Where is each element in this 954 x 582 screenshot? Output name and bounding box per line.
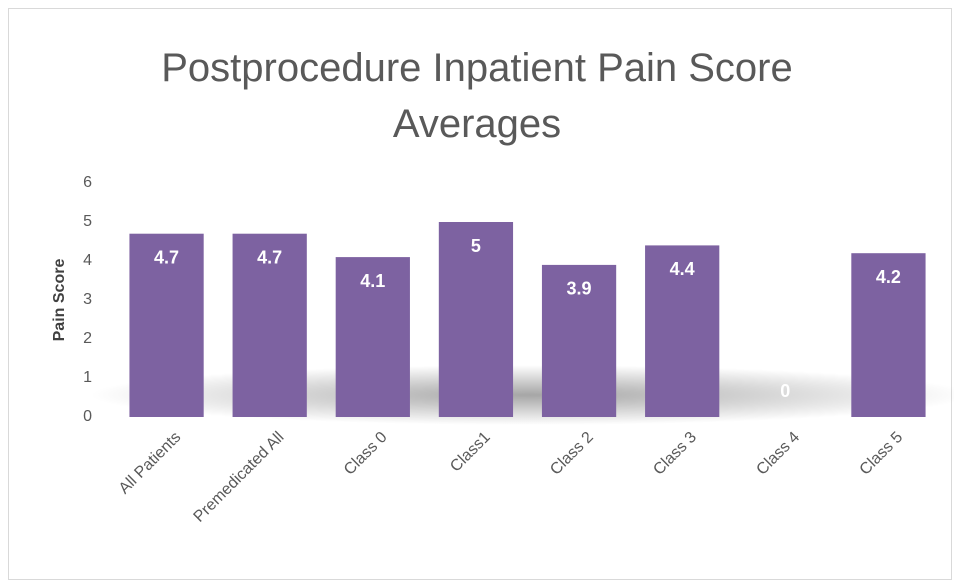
data-label: 5 bbox=[471, 236, 481, 256]
x-tick-label: Class 0 bbox=[341, 429, 391, 479]
data-label: 3.9 bbox=[567, 279, 592, 299]
y-tick-label: 4 bbox=[83, 252, 92, 269]
bar bbox=[645, 245, 720, 417]
data-label: 4.7 bbox=[257, 247, 282, 267]
bar bbox=[438, 222, 514, 417]
y-tick-label: 6 bbox=[83, 174, 92, 191]
data-label: 4.1 bbox=[360, 271, 385, 291]
x-tick-label: Class 3 bbox=[650, 429, 700, 479]
data-label: 4.2 bbox=[876, 267, 901, 287]
y-tick-label: 0 bbox=[83, 408, 92, 425]
y-tick-label: 5 bbox=[83, 213, 92, 230]
x-tick-label: Class 2 bbox=[547, 429, 597, 479]
x-tick-label: Class 4 bbox=[753, 429, 803, 479]
x-tick-label: Premedicated All bbox=[191, 429, 288, 526]
bar bbox=[541, 264, 617, 417]
x-tick-label: Class1 bbox=[447, 429, 494, 476]
chart-border bbox=[8, 8, 952, 580]
data-label: 4.7 bbox=[154, 247, 179, 267]
y-axis-title: Pain Score bbox=[51, 259, 68, 342]
x-tick-label: All Patients bbox=[116, 429, 185, 498]
y-tick-label: 2 bbox=[83, 330, 92, 347]
data-label: 0 bbox=[780, 381, 790, 401]
data-label: 4.4 bbox=[670, 259, 695, 279]
bar bbox=[335, 257, 410, 417]
x-tick-label: Class 5 bbox=[856, 429, 906, 479]
y-tick-label: 1 bbox=[83, 369, 92, 386]
floor-shadow bbox=[90, 365, 954, 425]
y-tick-label: 3 bbox=[83, 291, 92, 308]
bar bbox=[129, 233, 204, 417]
bar bbox=[851, 253, 926, 417]
chart-title: Postprocedure Inpatient Pain Score Avera… bbox=[161, 46, 793, 146]
bar bbox=[232, 233, 307, 417]
